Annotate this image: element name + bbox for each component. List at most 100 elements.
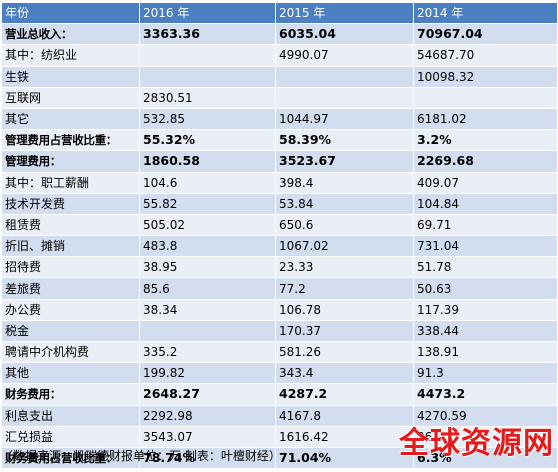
value-cell: 70967.04 — [413, 23, 558, 46]
row-label-cell: 其他 — [1, 362, 140, 385]
table-row: 其中：纺织业 4990.07 54687.70 — [1, 44, 558, 67]
value-cell: 10098.32 — [413, 65, 558, 88]
row-label-cell: 办公费 — [1, 298, 140, 321]
row-label-cell: 营业总收入： — [1, 23, 140, 46]
table-row: 互联网 2830.51 — [1, 86, 558, 109]
column-header: 2016 年 — [139, 1, 276, 25]
value-cell: 650.6 — [275, 213, 414, 237]
column-header: 2015 年 — [275, 1, 414, 25]
table-row: 利息支出 2292.98 4167.8 4270.59 — [1, 404, 558, 427]
value-cell: 505.02 — [139, 213, 276, 237]
value-cell: 71.04% — [275, 446, 414, 470]
value-cell: 38.95 — [139, 256, 276, 279]
value-cell: 4167.8 — [275, 404, 414, 427]
row-label-cell: 其中：纺织业 — [1, 44, 140, 67]
value-cell — [139, 319, 276, 343]
table-row: 管理费用： 1860.58 3523.67 2269.68 — [1, 150, 558, 173]
row-label-cell: 互联网 — [1, 86, 140, 109]
value-cell: 170.37 — [275, 319, 414, 343]
row-label-cell: 财务费用： — [1, 383, 140, 406]
row-label-cell: 差旅费 — [1, 277, 140, 300]
row-label-cell: 管理费用： — [1, 150, 140, 173]
table-row: 办公费 38.34 106.78 117.39 — [1, 298, 558, 321]
table-row: 税金 170.37 338.44 — [1, 319, 558, 343]
value-cell: 138.91 — [413, 340, 558, 364]
value-cell: 483.8 — [139, 235, 276, 258]
table-row: 其中：职工薪酬 104.6 398.4 409.07 — [1, 171, 558, 194]
value-cell: 106.78 — [275, 298, 414, 321]
table-header-row: 年份 2016 年 2015 年 2014 年 — [1, 1, 558, 25]
value-cell: 51.78 — [413, 256, 558, 279]
value-cell: 85.6 — [139, 277, 276, 300]
value-cell: 6.3% — [413, 446, 558, 470]
value-cell: 55.32% — [139, 129, 276, 152]
column-header: 2014 年 — [413, 1, 558, 25]
table-row: 财务费用： 2648.27 4287.2 4473.2 — [1, 383, 558, 406]
value-cell: 2292.98 — [139, 404, 276, 427]
table-row: 技术开发费 55.82 53.84 104.84 — [1, 192, 558, 215]
row-label-cell: 财务费用占营收比重： — [1, 446, 140, 470]
value-cell: 50.63 — [413, 277, 558, 300]
value-cell: 1616.42 — [275, 425, 414, 448]
value-cell: 4473.2 — [413, 383, 558, 406]
row-label-cell: 汇兑损益 — [1, 425, 140, 448]
value-cell: 38.34 — [139, 298, 276, 321]
source-note: （数据来源：凯瑞德财报单位：万 制表：叶檀财经） — [1, 449, 281, 463]
table-row: 营业总收入： 3363.36 6035.04 70967.04 — [1, 23, 558, 46]
value-cell — [413, 86, 558, 109]
value-cell: 199.82 — [139, 362, 276, 385]
value-cell: 3363.36 — [139, 23, 276, 46]
value-cell: 398.4 — [275, 171, 414, 194]
table-row: 其他 199.82 343.4 91.3 — [1, 362, 558, 385]
table-row: 租赁费 505.02 650.6 69.71 — [1, 213, 558, 237]
value-cell: 3.2% — [413, 129, 558, 152]
value-cell: 3543.07 — [139, 425, 276, 448]
row-label-cell: 管理费用占营收比重： — [1, 129, 140, 152]
value-cell: 91.3 — [413, 362, 558, 385]
column-header: 年份 — [1, 1, 140, 25]
value-cell: 1860.58 — [139, 150, 276, 173]
row-label-cell: 利息支出 — [1, 404, 140, 427]
value-cell: 117.39 — [413, 298, 558, 321]
value-cell: 6181.02 — [413, 107, 558, 131]
table-row: 管理费用占营收比重： 55.32% 58.39% 3.2% — [1, 129, 558, 152]
value-cell — [139, 44, 276, 67]
table-row: 生铁 10098.32 — [1, 65, 558, 88]
value-cell: 53.84 — [275, 192, 414, 215]
value-cell: 4990.07 — [275, 44, 414, 67]
value-cell: 4270.59 — [413, 404, 558, 427]
value-cell: 104.6 — [139, 171, 276, 194]
value-cell: 409.07 — [413, 171, 558, 194]
table-body: 营业总收入： 3363.36 6035.04 70967.04 其中：纺织业 4990.0… — [1, 23, 558, 470]
table-row: 其它 532.85 1044.97 6181.02 — [1, 107, 558, 131]
table-row: 折旧、摊销 483.8 1067.02 731.04 — [1, 235, 558, 258]
value-cell — [275, 86, 414, 109]
value-cell: 69.71 — [413, 213, 558, 237]
value-cell: 3523.67 — [275, 150, 414, 173]
row-label-cell: 技术开发费 — [1, 192, 140, 215]
value-cell: 1044.97 — [275, 107, 414, 131]
value-cell — [275, 65, 414, 88]
row-label-cell: 其它 — [1, 107, 140, 131]
value-cell: 104.84 — [413, 192, 558, 215]
value-cell: 338.44 — [413, 319, 558, 343]
value-cell: 2830.51 — [139, 86, 276, 109]
table-row: 聘请中介机构费 335.2 581.26 138.91 — [1, 340, 558, 364]
row-label-cell: 折旧、摊销 — [1, 235, 140, 258]
table-row: 汇兑损益 3543.07 1616.42 36.9 — [1, 425, 558, 448]
row-label-cell: 租赁费 — [1, 213, 140, 237]
value-cell: 1067.02 — [275, 235, 414, 258]
value-cell — [139, 65, 276, 88]
value-cell: 731.04 — [413, 235, 558, 258]
value-cell: 581.26 — [275, 340, 414, 364]
table-row: 招待费 38.95 23.33 51.78 — [1, 256, 558, 279]
table-row: 财务费用占营收比重： 78.74% 71.04% 6.3% — [1, 446, 558, 470]
row-label-cell: 招待费 — [1, 256, 140, 279]
watermark-logo: 全球资源网 — [399, 426, 554, 461]
value-cell: 532.85 — [139, 107, 276, 131]
value-cell: 343.4 — [275, 362, 414, 385]
value-cell: 335.2 — [139, 340, 276, 364]
value-cell: 6035.04 — [275, 23, 414, 46]
value-cell: 78.74% — [139, 446, 276, 470]
